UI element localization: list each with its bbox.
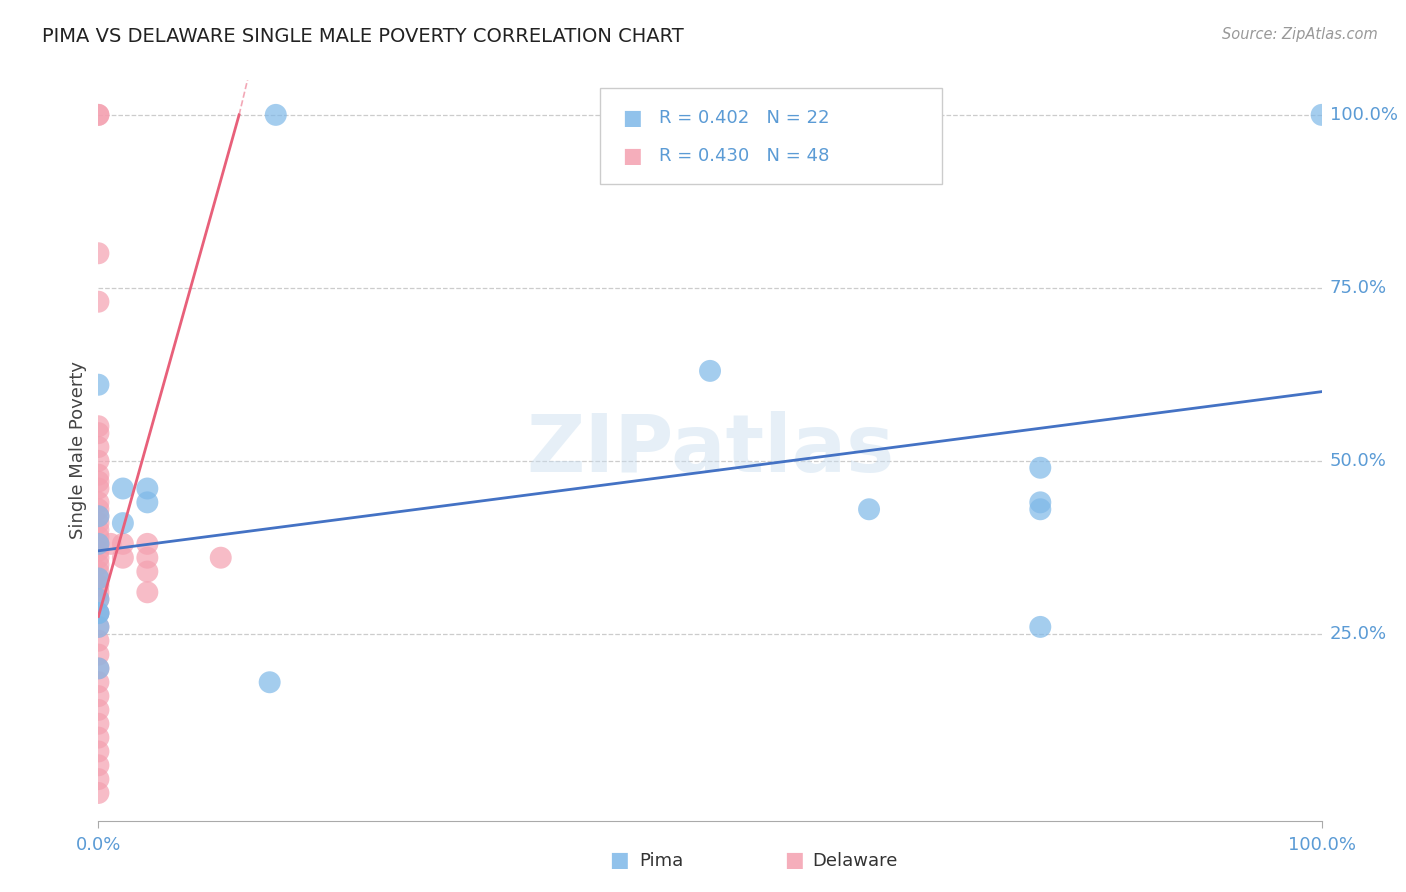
Text: ■: ■ [785,850,804,870]
Point [87,543,110,558]
Point [87,550,110,565]
Point [87,606,110,620]
Point [87,592,110,607]
Point [87,703,110,717]
Point [87,675,110,690]
Point [100,537,122,551]
Text: ■: ■ [621,108,641,128]
Point [87,509,110,524]
Point [87,377,110,392]
Point [259,675,281,690]
Point [111,516,134,530]
Point [87,246,110,260]
Point [87,633,110,648]
Point [1029,502,1052,516]
Point [87,716,110,731]
Point [87,294,110,309]
Point [87,495,110,509]
Point [264,108,287,122]
Point [87,523,110,537]
Point [858,502,880,516]
Point [699,364,721,378]
Point [87,661,110,675]
Point [111,482,134,496]
Point [87,509,110,524]
Point [87,565,110,579]
Point [87,572,110,586]
Point [1310,108,1333,122]
Point [209,550,232,565]
Point [136,565,159,579]
Point [87,786,110,800]
Point [136,495,159,509]
Point [87,419,110,434]
Point [87,620,110,634]
Text: Delaware: Delaware [813,852,898,870]
Point [87,530,110,544]
Point [1029,495,1052,509]
Point [136,550,159,565]
Point [136,537,159,551]
Point [136,585,159,599]
Point [1029,620,1052,634]
Text: ■: ■ [609,850,628,870]
Point [87,467,110,482]
Point [87,482,110,496]
Point [87,558,110,572]
Point [111,537,134,551]
Point [87,537,110,551]
Point [87,572,110,586]
Point [87,648,110,662]
Text: R = 0.430   N = 48: R = 0.430 N = 48 [658,147,830,165]
Point [87,606,110,620]
Text: PIMA VS DELAWARE SINGLE MALE POVERTY CORRELATION CHART: PIMA VS DELAWARE SINGLE MALE POVERTY COR… [42,27,683,45]
Point [136,482,159,496]
Point [87,475,110,489]
Text: ■: ■ [621,146,641,166]
Point [87,502,110,516]
Point [87,108,110,122]
Point [87,537,110,551]
Point [87,440,110,454]
Point [87,772,110,786]
Point [87,689,110,703]
Text: Source: ZipAtlas.com: Source: ZipAtlas.com [1222,27,1378,42]
Point [87,744,110,758]
Point [87,758,110,772]
Point [111,550,134,565]
Point [87,661,110,675]
Point [87,592,110,607]
Text: Pima: Pima [640,852,683,870]
Point [87,606,110,620]
Text: 50.0%: 50.0% [1330,452,1386,470]
Text: ZIPatlas: ZIPatlas [526,411,894,490]
Point [1029,460,1052,475]
Text: 100.0%: 100.0% [1330,106,1398,124]
Point [87,454,110,468]
Point [87,108,110,122]
Point [87,426,110,441]
Text: 25.0%: 25.0% [1330,624,1388,643]
Point [87,620,110,634]
Text: R = 0.402   N = 22: R = 0.402 N = 22 [658,109,830,127]
Text: 75.0%: 75.0% [1330,279,1388,297]
Point [87,731,110,745]
Y-axis label: Single Male Poverty: Single Male Poverty [69,361,87,540]
Point [87,578,110,592]
Point [87,516,110,530]
Point [87,585,110,599]
FancyBboxPatch shape [600,87,942,184]
